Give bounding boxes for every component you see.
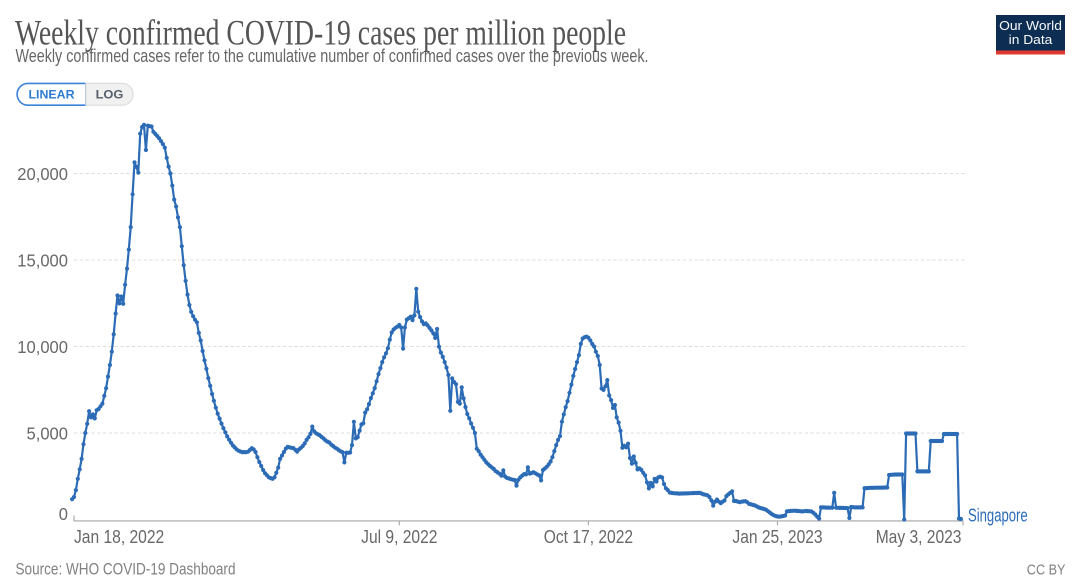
svg-text:Weekly confirmed cases refer t: Weekly confirmed cases refer to the cumu… <box>16 46 649 66</box>
svg-text:Weekly confirmed COVID-19 case: Weekly confirmed COVID-19 cases per mill… <box>15 13 626 53</box>
svg-text:LOG: LOG <box>96 88 124 102</box>
svg-text:Source: WHO COVID-19 Dashboard: Source: WHO COVID-19 Dashboard <box>16 560 236 579</box>
svg-text:May 3, 2023: May 3, 2023 <box>876 526 962 547</box>
svg-text:Singapore: Singapore <box>968 506 1028 526</box>
svg-text:Oct 17, 2022: Oct 17, 2022 <box>544 526 633 547</box>
svg-text:Jan 18, 2022: Jan 18, 2022 <box>74 526 164 547</box>
svg-text:5,000: 5,000 <box>27 423 69 443</box>
svg-text:15,000: 15,000 <box>17 250 68 270</box>
svg-text:Our World: Our World <box>999 18 1062 33</box>
svg-text:CC BY: CC BY <box>1027 563 1066 579</box>
svg-text:Jul 9, 2022: Jul 9, 2022 <box>361 526 437 547</box>
svg-text:0: 0 <box>59 504 68 524</box>
svg-text:Jan 25, 2023: Jan 25, 2023 <box>732 526 822 547</box>
svg-text:in Data: in Data <box>1009 32 1054 47</box>
svg-text:20,000: 20,000 <box>17 164 68 184</box>
svg-text:LINEAR: LINEAR <box>29 88 75 102</box>
svg-text:10,000: 10,000 <box>17 337 68 357</box>
